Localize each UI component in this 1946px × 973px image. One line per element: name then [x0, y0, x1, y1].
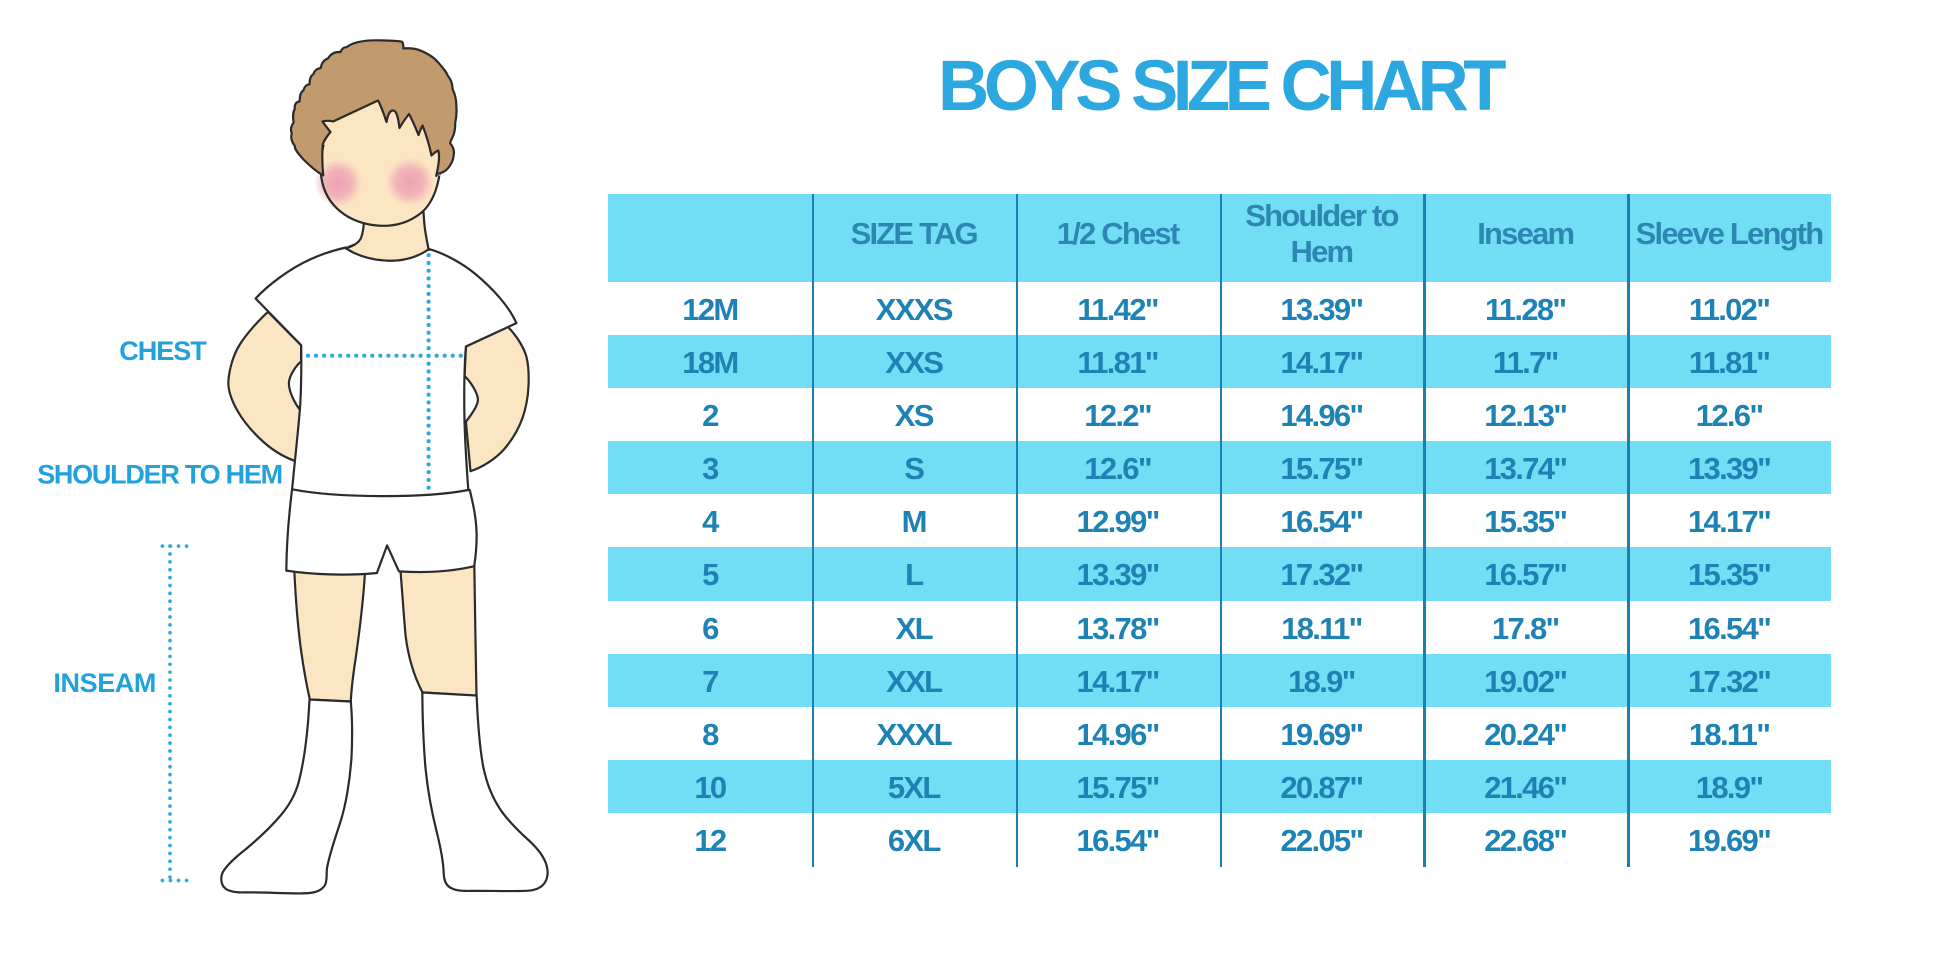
svg-text:CHEST: CHEST	[119, 336, 207, 366]
svg-text:INSEAM: INSEAM	[53, 668, 156, 698]
svg-text:SHOULDER TO HEM: SHOULDER TO HEM	[37, 460, 282, 490]
